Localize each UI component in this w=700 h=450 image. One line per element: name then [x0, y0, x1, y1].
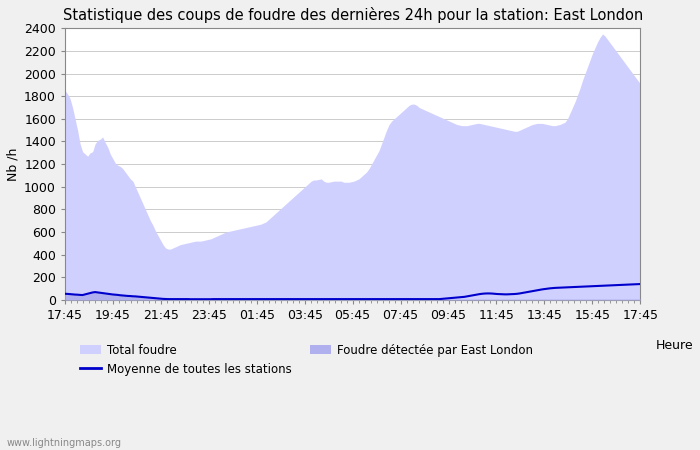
- Legend: Total foudre, Moyenne de toutes les stations, Foudre détectée par East London: Total foudre, Moyenne de toutes les stat…: [80, 344, 533, 376]
- Text: www.lightningmaps.org: www.lightningmaps.org: [7, 438, 122, 448]
- Y-axis label: Nb /h: Nb /h: [7, 148, 20, 181]
- Title: Statistique des coups de foudre des dernières 24h pour la station: East London: Statistique des coups de foudre des dern…: [62, 7, 643, 23]
- Text: Heure: Heure: [655, 339, 693, 352]
